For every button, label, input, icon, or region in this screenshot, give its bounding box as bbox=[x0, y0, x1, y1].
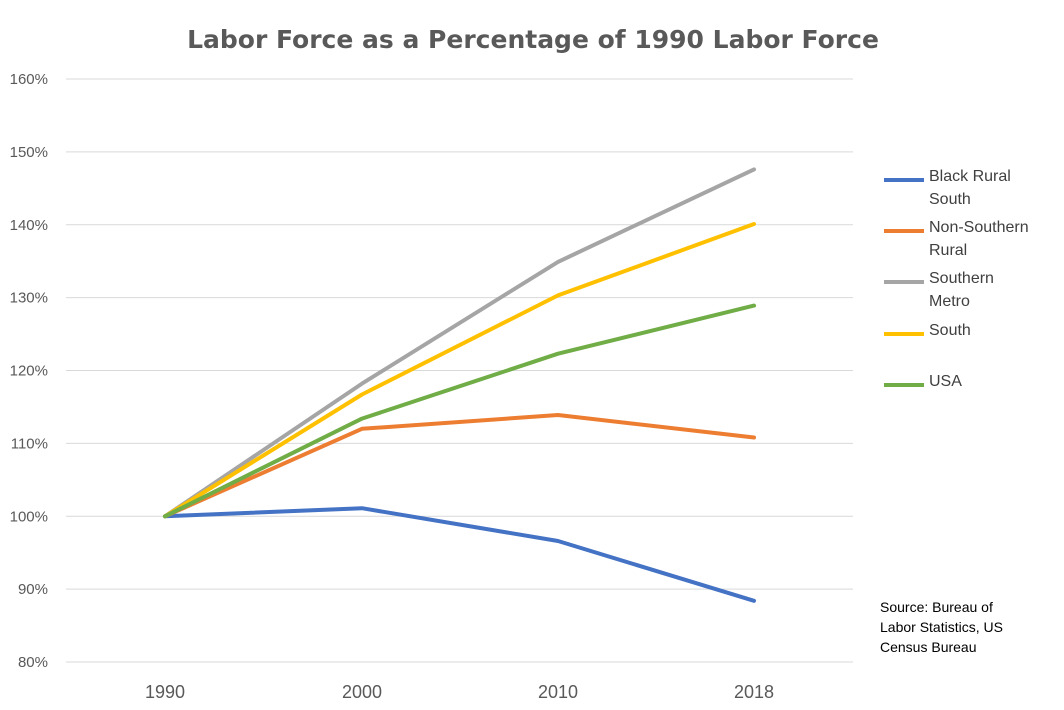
legend-label: USA bbox=[929, 373, 962, 390]
legend-label: South bbox=[929, 191, 971, 208]
chart-title: Labor Force as a Percentage of 1990 Labo… bbox=[187, 25, 879, 54]
y-axis-ticks: 80% 90% 100% 110% 120% 130% 140% 150% 160% bbox=[10, 71, 48, 671]
y-tick-label: 130% bbox=[10, 290, 48, 307]
y-tick-label: 100% bbox=[10, 508, 48, 525]
source-annotation: Source: Bureau of Labor Statistics, US Cen… bbox=[880, 599, 1003, 655]
y-tick-label: 150% bbox=[10, 144, 48, 161]
y-tick-label: 90% bbox=[18, 581, 48, 598]
legend-label: Non-Southern bbox=[929, 219, 1029, 236]
y-tick-label: 160% bbox=[10, 71, 48, 88]
legend-label: South bbox=[929, 322, 971, 339]
x-axis-ticks: 1990 2000 2010 2018 bbox=[145, 682, 774, 702]
x-tick-label: 2010 bbox=[538, 682, 578, 702]
y-tick-label: 120% bbox=[10, 363, 48, 380]
series-line-0 bbox=[163, 506, 756, 603]
legend-label: Rural bbox=[929, 242, 967, 259]
series-lines bbox=[163, 167, 756, 603]
series-line-3 bbox=[163, 222, 756, 519]
x-tick-label: 2018 bbox=[734, 682, 774, 702]
y-tick-label: 140% bbox=[10, 217, 48, 234]
x-tick-label: 1990 bbox=[145, 682, 185, 702]
legend-label: Metro bbox=[929, 293, 970, 310]
series-line-2 bbox=[163, 167, 756, 519]
source-line: Census Bureau bbox=[880, 639, 977, 655]
series-line-1 bbox=[163, 413, 756, 519]
series-line-4 bbox=[163, 303, 756, 519]
legend-label: Southern bbox=[929, 270, 994, 287]
source-line: Source: Bureau of bbox=[880, 599, 993, 615]
y-tick-label: 80% bbox=[18, 654, 48, 671]
y-tick-label: 110% bbox=[11, 435, 48, 452]
gridlines bbox=[66, 78, 853, 663]
x-tick-label: 2000 bbox=[342, 682, 382, 702]
legend: Black Rural South Non-Southern Rural Souther… bbox=[884, 168, 1029, 390]
source-line: Labor Statistics, US bbox=[880, 619, 1003, 635]
legend-label: Black Rural bbox=[929, 168, 1011, 185]
